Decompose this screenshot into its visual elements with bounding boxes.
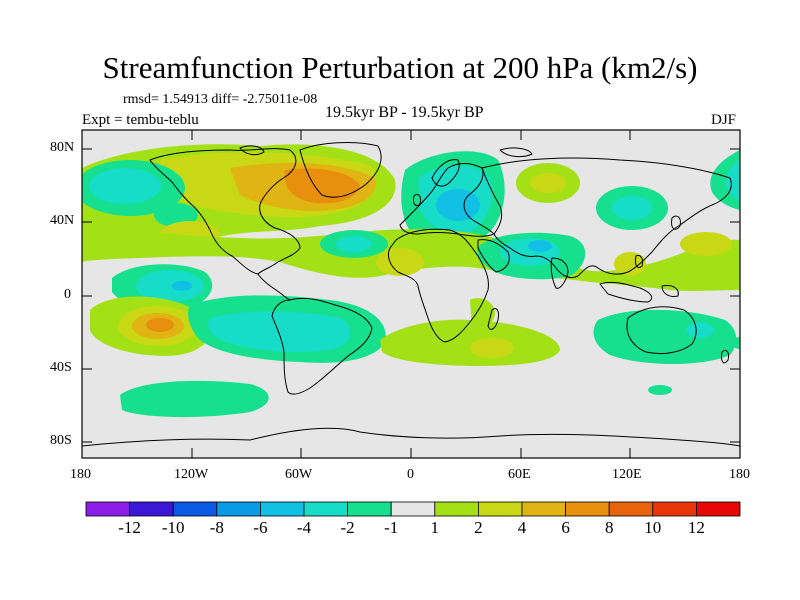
anomaly-southern-ocean-negative: [120, 337, 740, 418]
anomaly-atlantic-negative: [320, 230, 388, 258]
colorbar-label-3: -6: [253, 518, 268, 537]
colorbar: [85, 501, 741, 517]
anomaly-siberia-positive: [516, 163, 580, 203]
colorbar-label-4: -4: [296, 518, 312, 537]
colorbar-swatch-11: [565, 501, 610, 517]
colorbar-swatch-4: [259, 501, 305, 517]
colorbar-swatch-12: [608, 501, 654, 517]
colorbar-swatch-5: [303, 501, 348, 517]
anomaly-europe-negative: [401, 151, 505, 247]
lat-label-40s: 40S: [50, 360, 72, 375]
lon-label-0: 0: [407, 467, 414, 482]
colorbar-swatch-8: [434, 501, 479, 517]
colorbar-label-6: -1: [384, 518, 399, 537]
anomaly-indian-ocean-negative: [593, 309, 737, 365]
colorbar-label-0: -12: [118, 518, 141, 537]
lon-label-180-right: 180: [729, 467, 750, 482]
colorbar-swatch-1: [129, 501, 174, 517]
lon-label-60e: 60E: [508, 467, 531, 482]
colorbar-label-2: -8: [209, 518, 224, 537]
colorbar-swatch-14: [696, 501, 741, 517]
lat-label-40n: 40N: [50, 213, 75, 228]
lat-label-80n: 80N: [50, 140, 75, 155]
lon-label-180-left: 180: [70, 467, 91, 482]
lat-label-0: 0: [64, 287, 71, 302]
colorbar-label-13: 12: [687, 518, 705, 537]
anomaly-south-america-negative: [188, 295, 386, 363]
chart-title: Streamfunction Perturbation at 200 hPa (…: [102, 50, 698, 85]
colorbar-label-11: 8: [604, 518, 614, 537]
coastlines: [82, 142, 740, 447]
anomaly-south-pacific-positive: [90, 296, 211, 356]
lon-label-120w: 120W: [174, 467, 209, 482]
anomaly-north-pacific-east-negative: [710, 150, 740, 210]
lon-label-120e: 120E: [612, 467, 642, 482]
colorbar-swatch-10: [521, 501, 566, 517]
colorbar-label-1: -10: [161, 518, 185, 537]
colorbar-swatch-0: [85, 501, 130, 517]
season-text: DJF: [711, 112, 737, 128]
colorbar-label-7: 1: [430, 518, 440, 537]
anomaly-pacific-north-negative: [82, 160, 198, 227]
latitude-tick-marks: [82, 148, 740, 443]
colorbar-swatch-2: [172, 501, 218, 517]
colorbar-swatch-6: [347, 501, 392, 517]
colorbar-swatch-7: [390, 501, 436, 517]
longitude-tick-marks: [81, 130, 741, 458]
colorbar-label-10: 6: [561, 518, 570, 537]
anomaly-tropical-band-positive: [82, 229, 740, 291]
colorbar-swatch-3: [216, 501, 261, 517]
lon-label-60w: 60W: [285, 467, 313, 482]
colorbar-swatch-13: [652, 501, 697, 517]
anomaly-south-africa-positive: [380, 298, 560, 366]
colorbar-label-8: 2: [474, 518, 483, 537]
stats-text: rmsd= 1.54913 diff= -2.75011e-08: [123, 92, 318, 107]
colorbar-label-12: 10: [644, 518, 662, 537]
period-text: 19.5kyr BP - 19.5kyr BP: [325, 104, 484, 121]
lat-label-80s: 80S: [50, 433, 72, 448]
colorbar-label-5: -2: [340, 518, 355, 537]
anomaly-east-asia-negative: [596, 186, 668, 230]
colorbar-swatch-9: [477, 501, 523, 517]
experiment-text: Expt = tembu-teblu: [82, 112, 199, 128]
colorbar-label-9: 4: [517, 518, 527, 537]
